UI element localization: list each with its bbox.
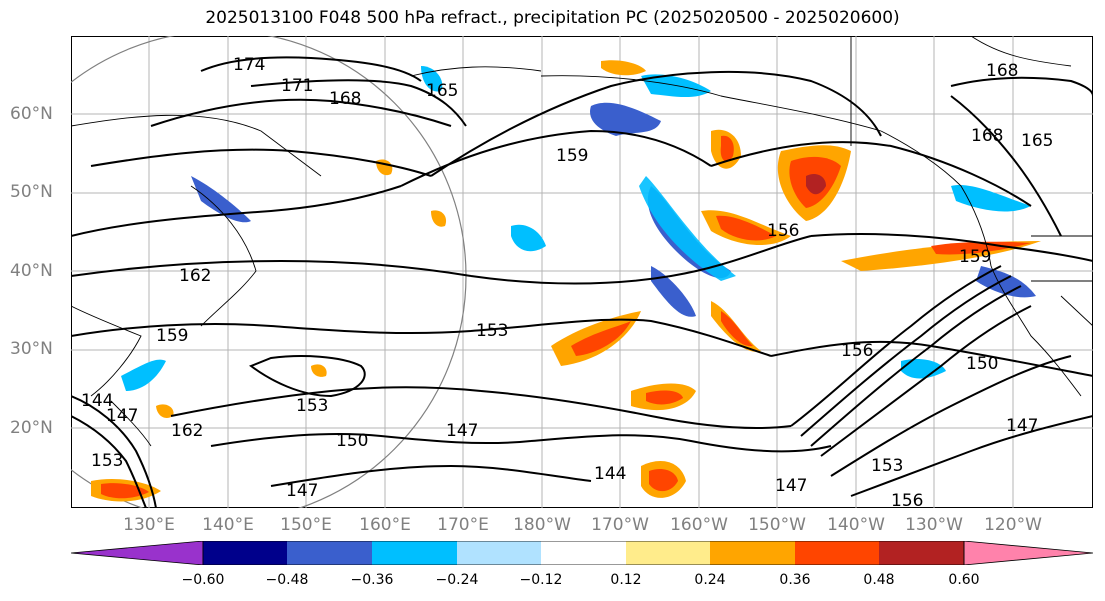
colorbar-tick: 0.24 <box>694 572 726 588</box>
colorbar-segment <box>71 541 204 565</box>
colorbar-tick: −0.36 <box>350 572 394 588</box>
colorbar-tick: 0.36 <box>779 572 811 588</box>
colorbar-segment <box>710 541 795 565</box>
colorbar-segment <box>457 541 541 565</box>
contour-label: 147 <box>446 421 478 441</box>
contour-label: 156 <box>841 341 873 361</box>
lon-label-140w: 140°W <box>827 515 885 535</box>
contour-label: 147 <box>775 476 807 496</box>
colorbar-segment <box>372 541 457 565</box>
colorbar <box>71 541 1093 565</box>
contour-label: 153 <box>476 321 508 341</box>
colorbar-tick: −0.48 <box>265 572 309 588</box>
lon-label-170e: 170°E <box>437 515 489 535</box>
contour-label: 159 <box>959 247 991 267</box>
contour-lines <box>71 56 1093 508</box>
lon-label-130w: 130°W <box>905 515 963 535</box>
contour-label: 168 <box>971 126 1003 146</box>
contour-label: 171 <box>281 76 313 96</box>
contour-label: 159 <box>156 326 188 346</box>
colorbar-segment <box>203 541 287 565</box>
colorbar-segment <box>287 541 372 565</box>
colorbar-segment <box>626 541 710 565</box>
colorbar-tick: −0.12 <box>519 572 563 588</box>
colorbar-segment <box>963 541 1093 565</box>
contour-label: 165 <box>1021 131 1053 151</box>
lat-label-20n: 20°N <box>10 418 53 438</box>
colorbar-tick: 0.60 <box>948 572 980 588</box>
lat-label-60n: 60°N <box>10 104 53 124</box>
lon-label-160e: 160°E <box>359 515 411 535</box>
lon-label-160w: 160°W <box>670 515 728 535</box>
lon-label-170w: 170°W <box>591 515 649 535</box>
colorbar-tick: 0.12 <box>610 572 642 588</box>
contour-label: 153 <box>871 456 903 476</box>
contour-label: 150 <box>336 431 368 451</box>
lon-label-140e: 140°E <box>202 515 254 535</box>
lon-label-120w: 120°W <box>984 515 1042 535</box>
contour-label: 168 <box>986 61 1018 81</box>
lat-label-50n: 50°N <box>10 182 53 202</box>
contour-label: 165 <box>426 81 458 101</box>
lon-label-130e: 130°E <box>123 515 175 535</box>
contour-label: 147 <box>1006 416 1038 436</box>
colorbar-tick: −0.24 <box>435 572 479 588</box>
precip-shading <box>91 60 1041 502</box>
lon-label-150e: 150°E <box>280 515 332 535</box>
colorbar-segment <box>541 541 626 565</box>
contour-label: 147 <box>286 481 318 501</box>
contour-label: 159 <box>556 146 588 166</box>
colorbar-segment <box>879 541 964 565</box>
contour-label: 156 <box>891 491 923 508</box>
contour-label: 168 <box>329 89 361 109</box>
graticule <box>71 36 1093 508</box>
contour-label: 153 <box>296 396 328 416</box>
lat-label-30n: 30°N <box>10 339 53 359</box>
colorbar-tick: 0.48 <box>863 572 895 588</box>
lon-label-150w: 150°W <box>748 515 806 535</box>
contour-label: 153 <box>91 451 123 471</box>
lat-label-40n: 40°N <box>10 261 53 281</box>
contour-label: 162 <box>171 421 203 441</box>
colorbar-segment <box>795 541 879 565</box>
lon-label-180w: 180°W <box>513 515 571 535</box>
contour-label: 174 <box>233 55 265 75</box>
contour-label: 150 <box>966 354 998 374</box>
map-canvas: 174 171 168 165 159 168 165 168 162 156 … <box>71 36 1093 508</box>
contour-label: 162 <box>179 266 211 286</box>
coastlines <box>71 36 1093 447</box>
colorbar-tick: −0.60 <box>181 572 225 588</box>
map-frame <box>71 36 1093 508</box>
contour-label: 144 <box>81 391 113 411</box>
contour-label: 144 <box>594 464 626 484</box>
map-title: 2025013100 F048 500 hPa refract., precip… <box>205 8 900 28</box>
contour-label: 156 <box>767 221 799 241</box>
contour-label-group: 174 171 168 165 159 168 165 168 162 156 … <box>81 55 1053 508</box>
contour-label: 147 <box>106 406 138 426</box>
